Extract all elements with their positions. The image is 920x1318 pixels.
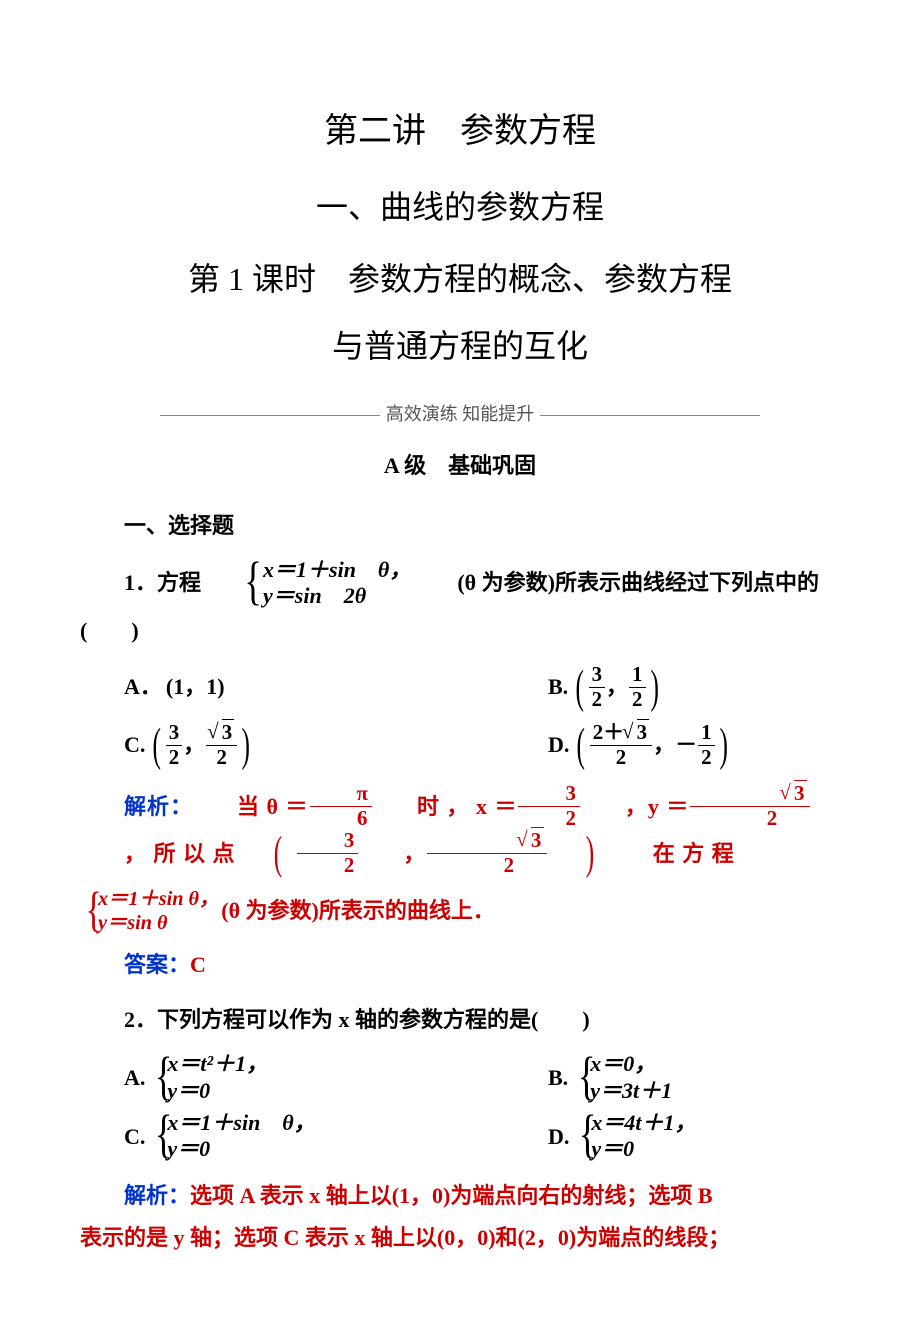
title-lesson-2: 与普通方程的互化 xyxy=(80,316,840,377)
q2-opt-row-1: A. x＝t²＋1， y＝0 B. x＝0， y＝3t＋1 xyxy=(80,1051,840,1104)
q1-A-label: A． xyxy=(124,666,162,708)
q1-exp-f1d: 6 xyxy=(310,807,372,830)
q2-A-brace: x＝t²＋1， y＝0 xyxy=(151,1051,268,1104)
q1-B-n2: 1 xyxy=(629,664,645,688)
q1-exp-f1n: π xyxy=(310,783,372,807)
divider-text: 高效演练 知能提升 xyxy=(386,404,535,424)
q2-D-label: D. xyxy=(548,1116,569,1158)
q2-A-l2: y＝0 xyxy=(167,1078,268,1104)
q1-exp-eq2: y＝sin θ xyxy=(98,911,219,935)
q2-explain-line1: 解析：选项 A 表示 x 轴上以(1，0)为端点向右的射线；选项 B xyxy=(80,1175,840,1217)
q1-A-text: (1，1) xyxy=(166,666,225,708)
q2-B-label: B. xyxy=(548,1057,568,1099)
q2-stem: 2．下列方程可以作为 x 轴的参数方程的是( ) xyxy=(80,999,840,1041)
q2-B-l2: y＝3t＋1 xyxy=(590,1078,672,1104)
q2-explain-line2: 表示的是 y 轴；选项 C 表示 x 轴上以(0，0)和(2，0)为端点的线段； xyxy=(80,1217,840,1259)
q1-option-D: D. ( 2＋32 ， － 12 ) xyxy=(504,719,920,771)
q1-C-paren: ( 32 ， 32 ) xyxy=(149,722,253,769)
q1-B-d2: 2 xyxy=(629,688,645,711)
q1-answer: 答案：C xyxy=(80,944,840,986)
q2-B-l1: x＝0， xyxy=(590,1051,672,1077)
q1-explain-line1: 解析： 当 θ ＝ π6 时 ， x ＝ 32 ，y ＝ 32 ， 所 以 点 … xyxy=(80,783,840,877)
q1-D-label: D. xyxy=(548,724,569,766)
q1-C-d1: 2 xyxy=(166,746,182,769)
q2-explain-prefix: 解析： xyxy=(124,1183,190,1208)
q1-C-label: C. xyxy=(124,724,145,766)
q1-stem-suffix: (θ 为参数)所表示曲线经过下列点中的 xyxy=(413,562,819,604)
q1-stem-prefix: 1．方程 xyxy=(80,562,201,604)
q2-option-D: D. x＝4t＋1， y＝0 xyxy=(504,1110,920,1163)
q1-exp-f3d: 2 xyxy=(690,807,810,830)
q2-C-l1: x＝1＋sin θ， xyxy=(167,1110,315,1136)
q1-option-A: A． (1，1) xyxy=(80,661,504,713)
q1-D-neg: － xyxy=(675,724,697,766)
q1-option-C: C. ( 32 ， 32 ) xyxy=(80,719,504,771)
q2-stem-text: 2．下列方程可以作为 x 轴的参数方程的是( ) xyxy=(124,1007,590,1032)
q1-exp-eq1: x＝1＋sin θ， xyxy=(98,887,219,911)
q1-D-d2: 2 xyxy=(698,746,714,769)
q2-options: A. x＝t²＋1， y＝0 B. x＝0， y＝3t＋1 C. x＝1＋sin… xyxy=(80,1051,840,1163)
q1-equation-brace: x＝1＋sin θ， y＝sin 2θ xyxy=(203,557,411,610)
q1-exp-d: ， 所 以 点 xyxy=(80,833,236,875)
section-heading: 一、选择题 xyxy=(80,505,840,547)
q1-exp-pn1: 3 xyxy=(297,830,358,854)
q1-exp-suffix: (θ 为参数)所表示的曲线上． xyxy=(221,890,495,932)
title-main: 第二讲 参数方程 xyxy=(80,100,840,165)
q1-eq-line1: x＝1＋sin θ， xyxy=(219,557,411,583)
q2-D-brace: x＝4t＋1， y＝0 xyxy=(575,1110,696,1163)
q1-opt-row-2: C. ( 32 ， 32 ) D. ( 2＋32 ， － 12 ) xyxy=(80,719,840,771)
q2-exp-t1: 选项 A 表示 x 轴上以(1，0)为端点向右的射线；选项 B xyxy=(190,1183,713,1208)
q1-exp-brace: x＝1＋sin θ， y＝sin θ xyxy=(82,887,219,936)
q1-exp-a: 当 θ ＝ xyxy=(193,786,308,828)
q2-D-l2: y＝0 xyxy=(591,1136,696,1162)
q2-option-A: A. x＝t²＋1， y＝0 xyxy=(80,1051,504,1104)
q1-options: A． (1，1) B. ( 32 ， 12 ) C. ( 32 xyxy=(80,661,840,771)
q1-B-d1: 2 xyxy=(589,688,605,711)
q1-explain-line2: x＝1＋sin θ， y＝sin θ (θ 为参数)所表示的曲线上． xyxy=(80,887,495,936)
title-sub: 一、曲线的参数方程 xyxy=(80,177,840,238)
q2-C-label: C. xyxy=(124,1116,145,1158)
q1-B-paren: ( 32 ， 12 ) xyxy=(572,664,662,711)
q1-C-n1: 3 xyxy=(166,722,182,746)
q1-D-paren: ( 2＋32 ， － 12 ) xyxy=(573,722,731,769)
q2-B-brace: x＝0， y＝3t＋1 xyxy=(574,1051,672,1104)
q1-opt-row-1: A． (1，1) B. ( 32 ， 12 ) xyxy=(80,661,840,713)
q2-C-l2: y＝0 xyxy=(167,1136,315,1162)
q2-opt-row-2: C. x＝1＋sin θ， y＝0 D. x＝4t＋1， y＝0 xyxy=(80,1110,840,1163)
q1-eq-line2: y＝sin 2θ xyxy=(219,583,411,609)
q2-C-brace: x＝1＋sin θ， y＝0 xyxy=(151,1110,315,1163)
q2-D-l1: x＝4t＋1， xyxy=(591,1110,696,1136)
q1-paren: ( ) xyxy=(80,610,840,652)
divider: 高效演练 知能提升 xyxy=(80,397,840,431)
q1-option-B: B. ( 32 ， 12 ) xyxy=(504,661,920,713)
q1-exp-e: 在 方 程 xyxy=(609,833,735,875)
q1-exp-c: ，y ＝ xyxy=(581,786,690,828)
q1-answer-label: 答案： xyxy=(124,952,190,977)
q1-D-n2: 1 xyxy=(698,722,714,746)
q1-D-d1: 2 xyxy=(590,746,652,769)
q2-option-B: B. x＝0， y＝3t＋1 xyxy=(504,1051,920,1104)
q1-exp-pd2: 2 xyxy=(427,854,547,877)
q1-exp-paren: ( 32 ， 32 ) xyxy=(236,830,609,877)
q1-stem: 1．方程 x＝1＋sin θ， y＝sin 2θ (θ 为参数)所表示曲线经过下… xyxy=(80,557,819,610)
title-lesson-1: 第 1 课时 参数方程的概念、参数方程 xyxy=(80,249,840,310)
q1-answer-value: C xyxy=(190,952,206,977)
q1-exp-pd1: 2 xyxy=(297,854,358,877)
q2-A-label: A. xyxy=(124,1057,145,1099)
q1-C-d2: 2 xyxy=(206,746,237,769)
q2-option-C: C. x＝1＋sin θ， y＝0 xyxy=(80,1110,504,1163)
q1-exp-b: 时 ， x ＝ xyxy=(373,786,518,828)
q1-B-label: B. xyxy=(548,666,568,708)
level-label: A 级 基础巩固 xyxy=(80,445,840,487)
page-content: 第二讲 参数方程 一、曲线的参数方程 第 1 课时 参数方程的概念、参数方程 与… xyxy=(0,0,920,1318)
q1-explain-prefix: 解析： xyxy=(80,786,193,828)
q2-A-l1: x＝t²＋1， xyxy=(167,1051,268,1077)
q1-B-n1: 3 xyxy=(589,664,605,688)
q1-exp-f2n: 3 xyxy=(518,783,579,807)
